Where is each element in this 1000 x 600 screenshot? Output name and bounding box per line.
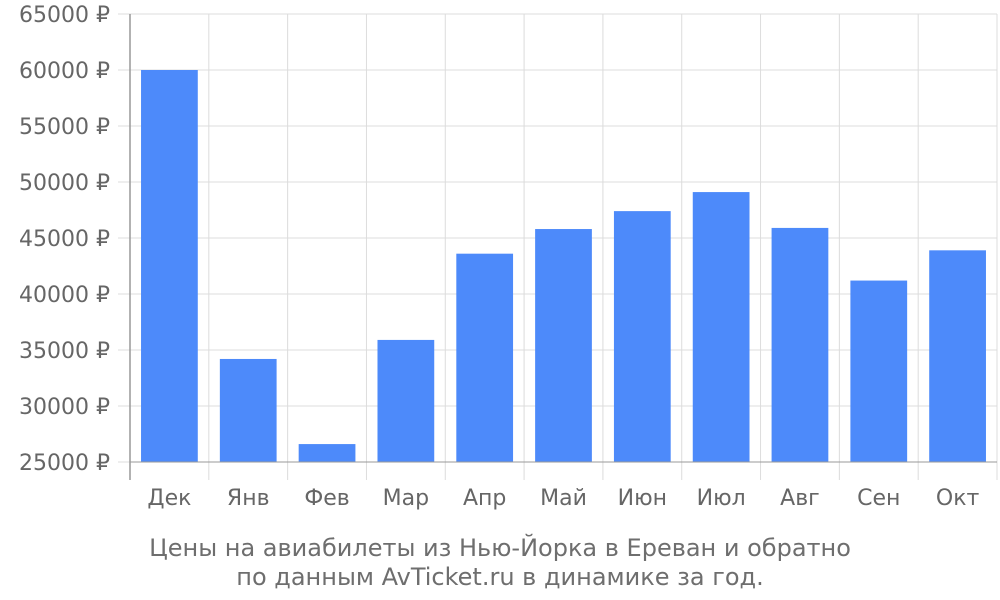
- y-tick-label: 30000 ₽: [19, 395, 110, 420]
- y-tick-label: 60000 ₽: [19, 59, 110, 84]
- bar: [456, 253, 514, 462]
- x-tick-labels: Дек Янв Фев Мар Апр Май Июн Июл Авг Сен Окт: [147, 486, 979, 511]
- y-tick-label: 25000 ₽: [19, 451, 110, 476]
- bar: [771, 227, 829, 462]
- y-tick-label: 35000 ₽: [19, 339, 110, 364]
- x-tick-label: Июн: [618, 486, 667, 511]
- chart-caption-line-2: по данным AvTicket.ru в динамике за год.: [236, 563, 764, 591]
- x-tick-label: Май: [540, 486, 587, 511]
- y-tick-label: 50000 ₽: [19, 171, 110, 196]
- x-tick-label: Янв: [227, 486, 270, 511]
- bar: [535, 229, 592, 462]
- x-tick-label: Окт: [936, 486, 980, 511]
- bar: [219, 358, 277, 462]
- axes: [129, 14, 997, 480]
- bar-chart: 25000 ₽ 30000 ₽ 35000 ₽ 40000 ₽ 45000 ₽ 50000…: [19, 3, 998, 511]
- bars: [141, 70, 986, 462]
- x-tick-label: Мар: [383, 486, 429, 511]
- x-tick-label: Фев: [304, 486, 349, 511]
- x-tick-label: Июл: [697, 486, 746, 511]
- x-tick-label: Сен: [857, 486, 900, 511]
- y-tick-label: 55000 ₽: [19, 115, 110, 140]
- bar: [141, 70, 198, 462]
- y-tick-label: 40000 ₽: [19, 283, 110, 308]
- bar: [692, 192, 750, 462]
- y-tick-label: 65000 ₽: [19, 3, 110, 28]
- y-tick-label: 45000 ₽: [19, 227, 110, 252]
- y-tick-labels: 25000 ₽ 30000 ₽ 35000 ₽ 40000 ₽ 45000 ₽ 50000…: [19, 3, 110, 476]
- chart-caption-line-1: Цены на авиабилеты из Нью-Йорка в Ереван…: [149, 534, 851, 562]
- x-tick-label: Апр: [463, 486, 506, 511]
- x-tick-label: Авг: [780, 486, 820, 511]
- bar: [613, 211, 671, 462]
- bar: [298, 444, 356, 462]
- bar: [850, 280, 908, 462]
- bar: [929, 250, 986, 462]
- x-tick-label: Дек: [147, 486, 191, 511]
- bar: [377, 339, 435, 462]
